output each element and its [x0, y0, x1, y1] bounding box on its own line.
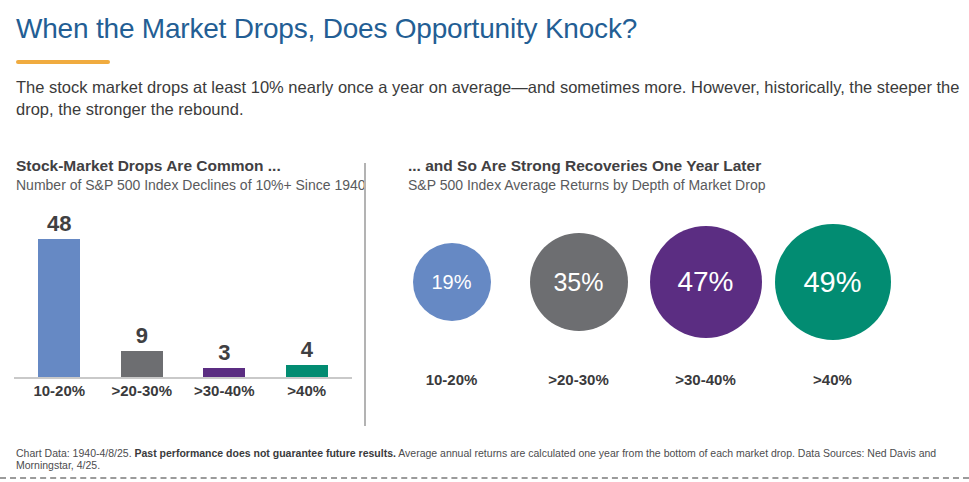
bar-column: 48 — [18, 200, 101, 377]
bubble-value-label: 35% — [553, 268, 603, 297]
bar — [286, 365, 328, 377]
bubble-column: 35% — [515, 224, 642, 340]
bar-column: 3 — [183, 200, 266, 377]
bar-chart-header: Stock-Market Drops Are Common ... Number… — [16, 157, 366, 193]
bar-chart-baseline — [14, 377, 352, 379]
title-accent-rule — [16, 60, 110, 64]
bubble: 35% — [530, 233, 628, 331]
bar-category-label: >30-40% — [183, 382, 266, 399]
bubble: 49% — [775, 224, 891, 340]
bubble-chart-category-labels: 10-20%>20-30%>30-40%>40% — [388, 371, 896, 388]
bubble-value-label: 19% — [431, 271, 471, 294]
intro-paragraph: The stock market drops at least 10% near… — [16, 77, 966, 121]
bar-value-label: 3 — [218, 340, 230, 366]
bar-chart-category-labels: 10-20%>20-30%>30-40%>40% — [18, 382, 348, 399]
infographic-page: When the Market Drops, Does Opportunity … — [0, 0, 969, 482]
bar-value-label: 48 — [47, 211, 71, 237]
bubble-column: 49% — [769, 224, 896, 340]
bar-category-label: >20-30% — [101, 382, 184, 399]
bubble-value-label: 49% — [803, 266, 861, 299]
bubble-category-label: >30-40% — [642, 371, 769, 388]
bubble-value-label: 47% — [677, 266, 733, 298]
bar-column: 4 — [266, 200, 349, 377]
bar-value-label: 9 — [136, 323, 148, 349]
footnote-prefix: Chart Data: 1940-4/8/25. — [16, 447, 132, 459]
bubble-category-label: >40% — [769, 371, 896, 388]
bubble-category-label: >20-30% — [515, 371, 642, 388]
bar — [203, 368, 245, 377]
bar — [121, 351, 163, 377]
bubble-chart: 19% 35% 47% 49% — [388, 224, 896, 340]
bubble-chart-header: ... and So Are Strong Recoveries One Yea… — [408, 157, 765, 193]
bubble-category-label: 10-20% — [388, 371, 515, 388]
bar — [38, 239, 80, 377]
footnote: Chart Data: 1940-4/8/25. Past performanc… — [16, 447, 966, 471]
bubble: 47% — [650, 226, 762, 338]
bar-chart: 48 9 3 4 — [18, 200, 348, 377]
bar-chart-subtitle: Number of S&P 500 Index Declines of 10%+… — [16, 177, 366, 193]
bubble-column: 19% — [388, 224, 515, 340]
bubble-chart-title: ... and So Are Strong Recoveries One Yea… — [408, 157, 765, 175]
bar-chart-title: Stock-Market Drops Are Common ... — [16, 157, 366, 175]
bubble: 19% — [413, 243, 491, 321]
bubble-column: 47% — [642, 224, 769, 340]
page-title: When the Market Drops, Does Opportunity … — [16, 13, 637, 45]
bottom-dashed-rule — [0, 477, 969, 479]
panel-divider — [364, 163, 366, 426]
bar-category-label: >40% — [266, 382, 349, 399]
bar-column: 9 — [101, 200, 184, 377]
footnote-disclaimer: Past performance does not guarantee futu… — [135, 447, 396, 459]
bubble-chart-subtitle: S&P 500 Index Average Returns by Depth o… — [408, 177, 765, 193]
bar-category-label: 10-20% — [18, 382, 101, 399]
bar-value-label: 4 — [301, 337, 313, 363]
